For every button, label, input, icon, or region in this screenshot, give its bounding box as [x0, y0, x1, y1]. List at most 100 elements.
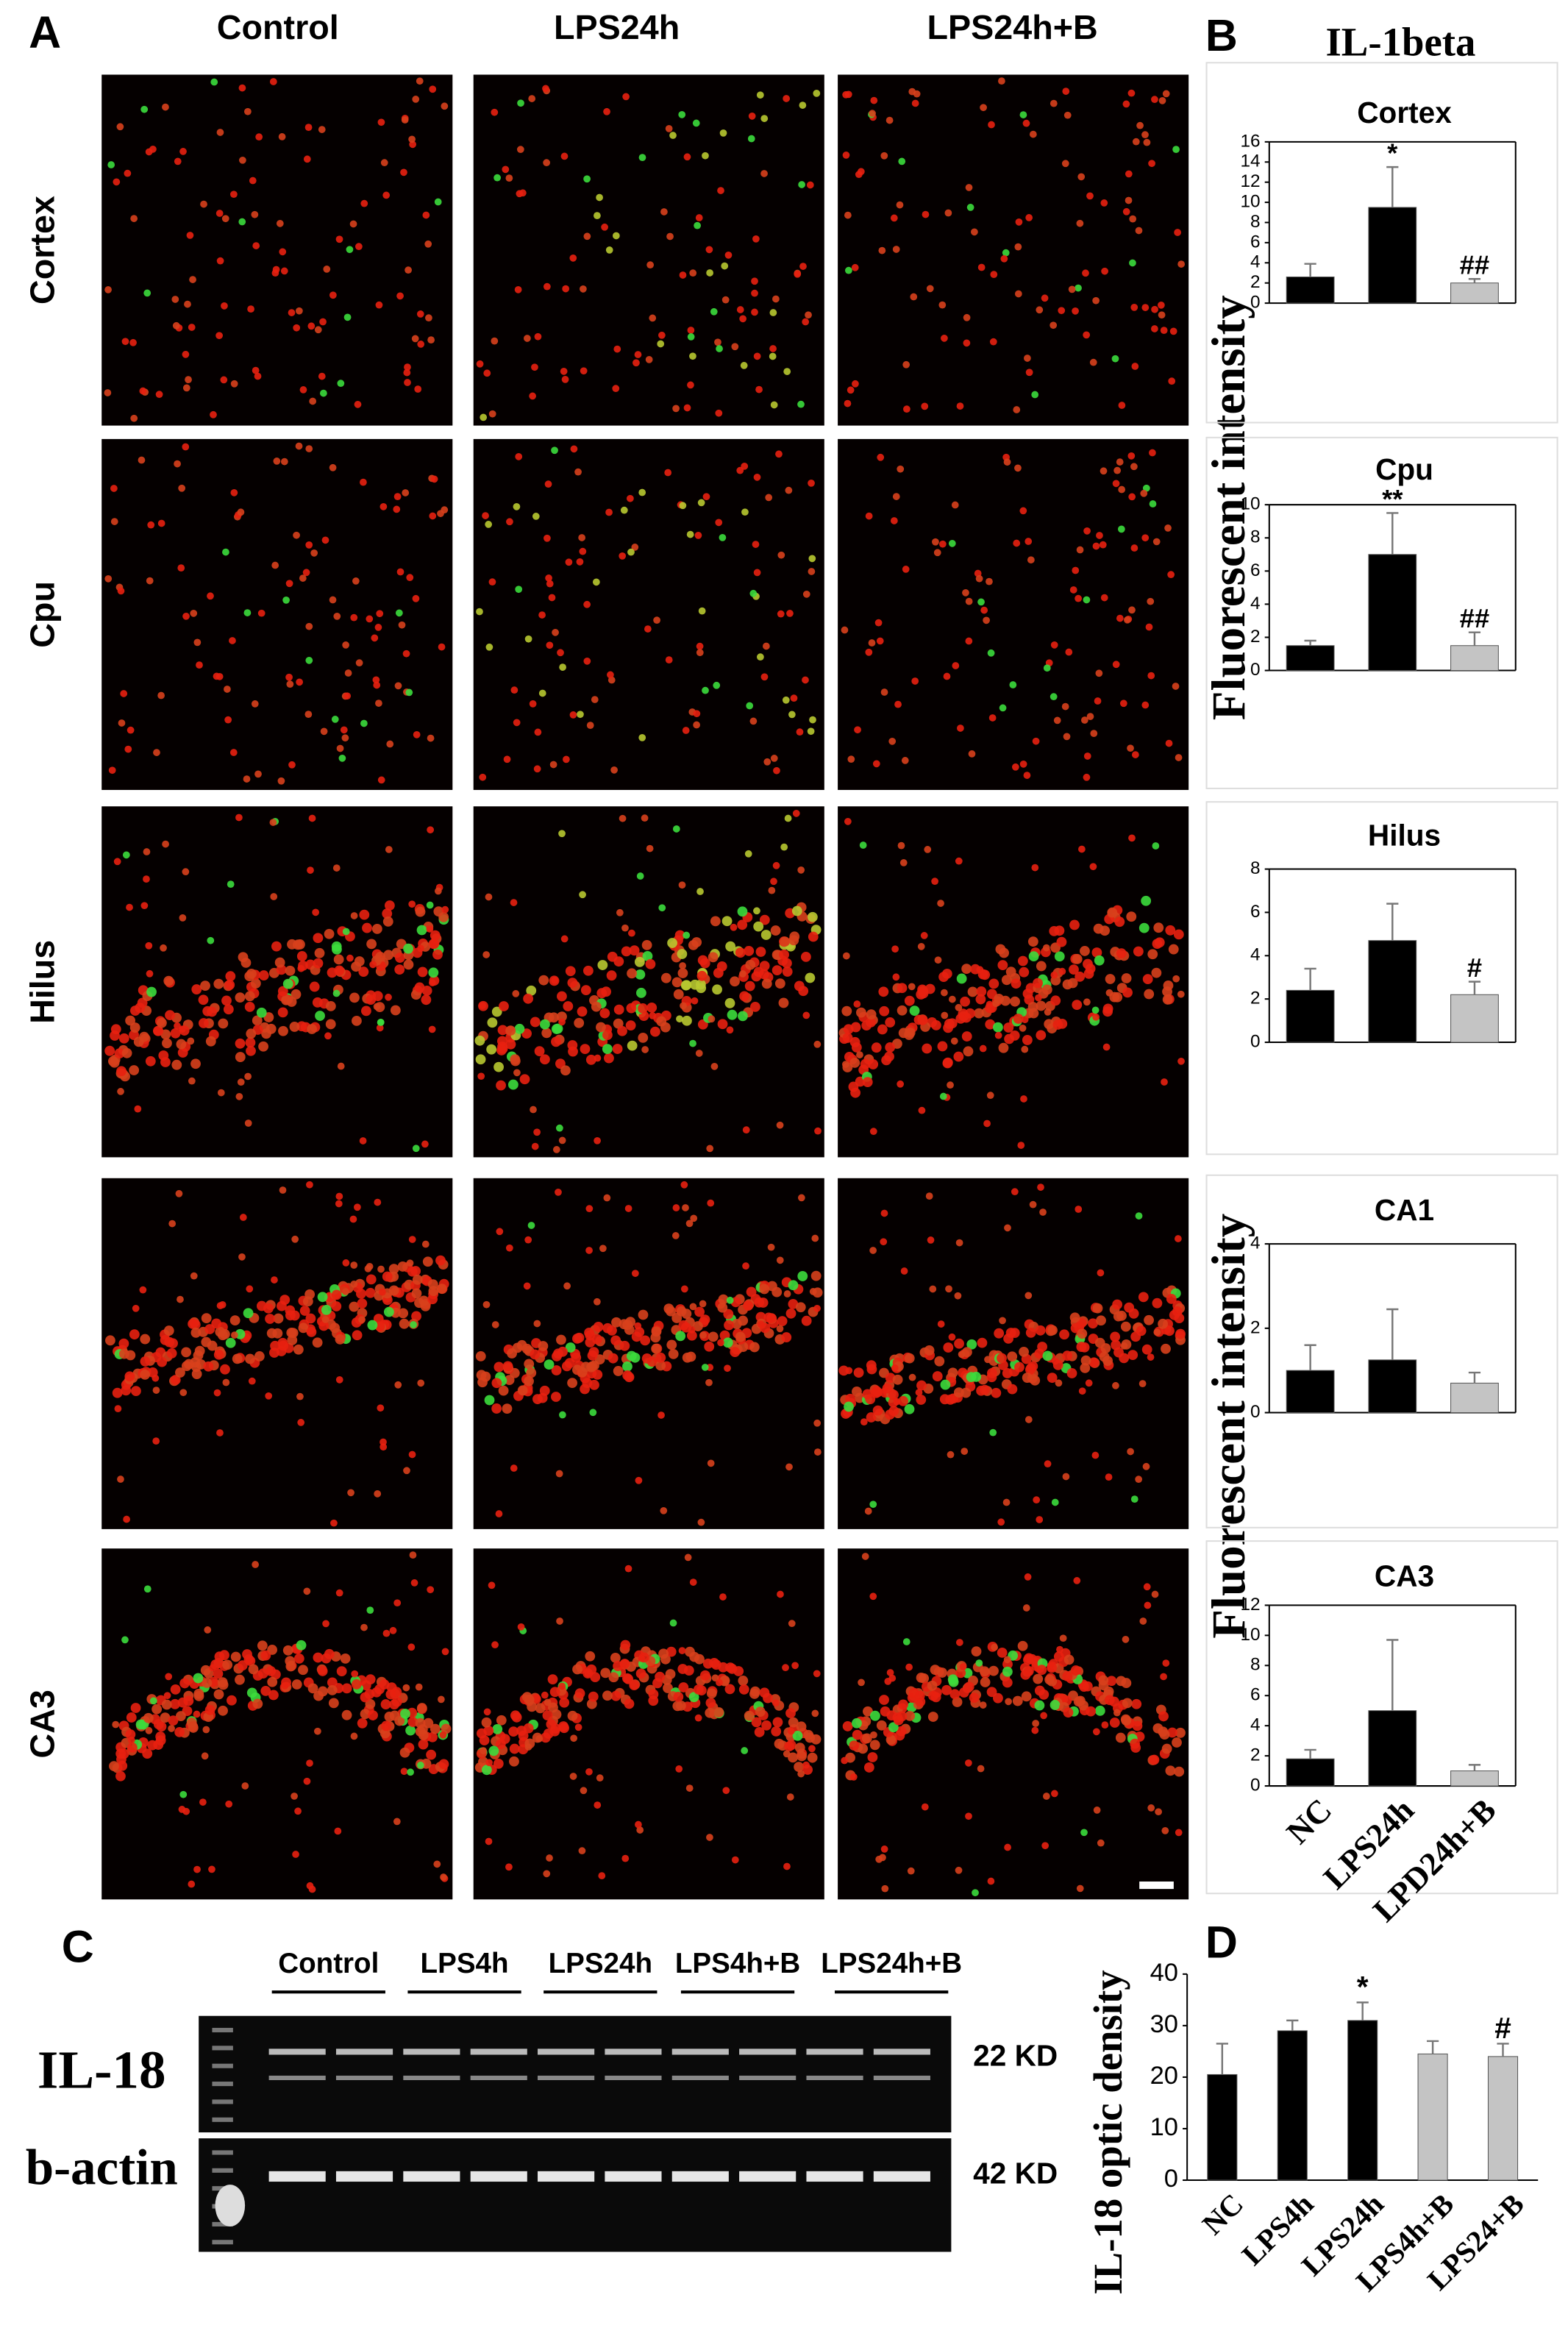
cell — [955, 1239, 963, 1247]
cell — [635, 1668, 646, 1679]
cell — [496, 1715, 507, 1726]
cell — [1135, 227, 1143, 235]
cell — [712, 984, 722, 995]
cell — [699, 1331, 707, 1339]
cell — [1092, 542, 1100, 550]
cell — [772, 1717, 783, 1728]
cell — [475, 1054, 486, 1065]
cell — [636, 872, 644, 880]
error-bar — [1304, 967, 1316, 991]
error-bar — [1426, 2040, 1439, 2054]
cell — [801, 1315, 812, 1326]
cell — [620, 1640, 631, 1651]
bar — [1450, 1770, 1499, 1787]
cell — [892, 246, 900, 253]
cell — [925, 1192, 933, 1200]
cell — [908, 1373, 916, 1381]
chart-frame — [1205, 1174, 1558, 1528]
cell — [551, 1036, 561, 1047]
cell — [227, 880, 235, 888]
cell — [961, 1448, 969, 1455]
cell — [1149, 449, 1156, 457]
cell — [333, 612, 341, 620]
cell — [516, 190, 524, 198]
cell — [1136, 121, 1144, 129]
cell — [179, 1678, 190, 1689]
cell — [1148, 160, 1155, 168]
cell — [583, 175, 591, 183]
cell — [555, 1188, 562, 1196]
y-axis-label: Fluorescent intensity — [1202, 295, 1255, 720]
cell — [412, 594, 420, 602]
cell — [238, 84, 246, 92]
cell — [371, 923, 382, 934]
cell — [660, 1022, 671, 1033]
cell — [285, 965, 296, 976]
cell — [324, 1032, 332, 1040]
cell — [1025, 214, 1033, 221]
cell — [313, 958, 324, 969]
cell — [129, 1329, 140, 1340]
cell — [1019, 1347, 1029, 1357]
cell — [914, 1690, 925, 1701]
cell — [897, 841, 905, 850]
cell — [252, 1698, 263, 1709]
cell — [334, 965, 345, 976]
blot-band — [268, 2075, 326, 2080]
cell — [1013, 539, 1021, 547]
cell — [1092, 296, 1100, 305]
cell — [435, 1255, 446, 1266]
cell — [1175, 1328, 1186, 1339]
cell — [705, 246, 713, 254]
cell — [559, 1697, 570, 1708]
cell — [412, 1145, 420, 1153]
cell — [541, 1028, 552, 1039]
cell — [543, 1870, 551, 1878]
cell — [624, 1565, 632, 1573]
cell — [1036, 1000, 1047, 1011]
cell — [897, 983, 908, 994]
cell — [866, 1360, 877, 1371]
cell — [885, 1042, 896, 1053]
cell — [802, 590, 810, 598]
cell — [161, 1699, 172, 1710]
cell — [1136, 1325, 1147, 1336]
cell — [577, 711, 584, 719]
cell — [676, 1015, 683, 1023]
cell — [175, 1189, 183, 1197]
cell — [975, 1659, 983, 1667]
cell — [634, 351, 642, 358]
cell — [394, 964, 405, 975]
cell — [751, 308, 758, 316]
cell — [794, 1743, 805, 1754]
cell — [697, 1518, 705, 1526]
cell — [344, 669, 352, 677]
cell — [557, 1011, 567, 1022]
cell — [1147, 597, 1155, 605]
cell — [427, 826, 435, 834]
bar — [1417, 2053, 1448, 2181]
cell — [735, 1331, 746, 1342]
cell — [697, 955, 708, 966]
cell — [613, 956, 624, 967]
cell — [658, 331, 666, 339]
cell — [179, 1389, 188, 1397]
cell — [596, 1774, 604, 1782]
cell — [524, 335, 531, 342]
cell — [761, 978, 772, 989]
cell — [1059, 1329, 1069, 1340]
cell — [499, 1001, 509, 1011]
cell — [374, 1489, 382, 1498]
cell — [239, 1214, 247, 1221]
cell — [788, 1298, 799, 1309]
cell — [244, 991, 255, 1002]
cell — [295, 939, 305, 950]
cell — [439, 1731, 447, 1739]
error-bar — [1386, 1639, 1399, 1711]
cell — [753, 921, 764, 932]
cell — [413, 730, 421, 738]
cell — [1130, 1738, 1141, 1749]
cell — [929, 1285, 937, 1293]
cell — [331, 716, 339, 723]
cell — [1077, 1328, 1088, 1339]
